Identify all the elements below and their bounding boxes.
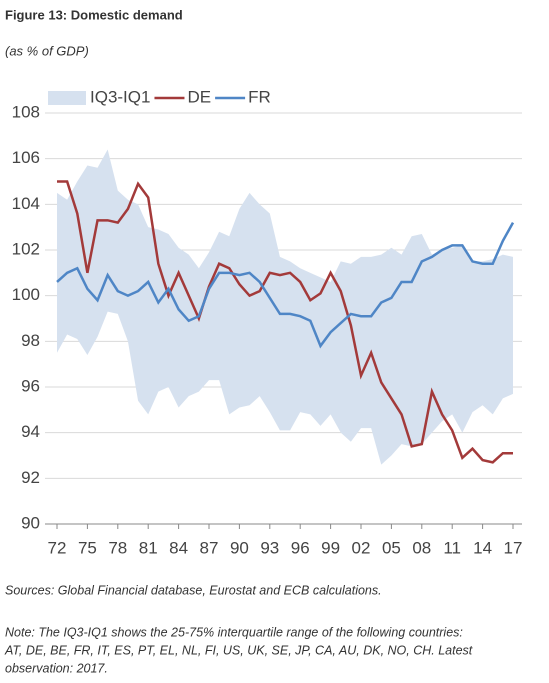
y-tick-label: 100 — [12, 285, 40, 304]
x-tick-label: 11 — [443, 538, 461, 557]
y-tick-label: 106 — [12, 148, 40, 167]
x-tick-label: 17 — [504, 538, 523, 557]
y-tick-label: 96 — [21, 376, 40, 395]
x-tick-label: 87 — [200, 538, 219, 557]
y-tick-label: 90 — [21, 513, 40, 532]
note-line: Note: The IQ3-IQ1 shows the 25-75% inter… — [5, 625, 463, 639]
series-line — [56, 221, 515, 349]
legend-label: DE — [187, 87, 211, 106]
legend-swatch — [48, 91, 86, 105]
legend-label: IQ3-IQ1 — [90, 87, 150, 106]
x-tick-label: 90 — [230, 538, 249, 557]
range-band — [57, 149, 513, 465]
x-tick-label: 78 — [108, 538, 127, 557]
x-tick-label: 99 — [321, 538, 340, 557]
y-tick-label: 108 — [12, 102, 40, 121]
x-tick-label: 02 — [352, 538, 371, 557]
x-tick-label: 08 — [412, 538, 431, 557]
x-tick-label: 14 — [473, 538, 492, 557]
series-line — [57, 180, 513, 464]
y-tick-label: 94 — [21, 422, 40, 441]
x-tick-label: 96 — [291, 538, 310, 557]
note-line: AT, DE, BE, FR, IT, ES, PT, EL, NL, FI, … — [4, 643, 473, 657]
y-tick-label: 102 — [12, 239, 40, 258]
chart-title: Figure 13: Domestic demand — [5, 7, 183, 22]
chart-subtitle: (as % of GDP) — [5, 43, 89, 58]
note-line: observation: 2017. — [5, 661, 108, 675]
x-tick-label: 72 — [48, 538, 67, 557]
legend-label: FR — [248, 87, 271, 106]
y-tick-label: 98 — [21, 331, 40, 350]
y-tick-label: 104 — [12, 194, 40, 213]
x-tick-label: 75 — [78, 538, 97, 557]
x-tick-label: 81 — [139, 538, 158, 557]
x-tick-label: 93 — [260, 538, 279, 557]
x-tick-label: 05 — [382, 538, 401, 557]
y-tick-label: 92 — [21, 468, 40, 487]
x-tick-label: 84 — [169, 538, 188, 557]
source-note: Sources: Global Financial database, Euro… — [5, 583, 382, 597]
